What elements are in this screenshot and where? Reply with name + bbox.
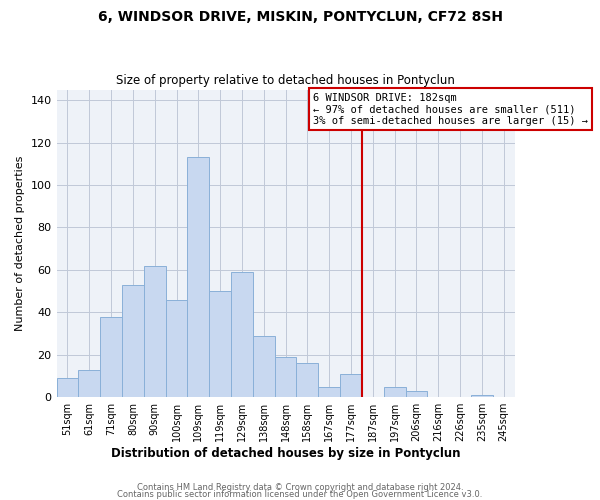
Text: Contains HM Land Registry data © Crown copyright and database right 2024.: Contains HM Land Registry data © Crown c… [137,484,463,492]
Bar [56,378,79,397]
Bar [144,266,166,397]
Bar [187,158,209,397]
Bar [166,300,187,397]
Bar [231,272,253,397]
Bar [318,386,340,397]
Title: Size of property relative to detached houses in Pontyclun: Size of property relative to detached ho… [116,74,455,87]
X-axis label: Distribution of detached houses by size in Pontyclun: Distribution of detached houses by size … [111,447,460,460]
Y-axis label: Number of detached properties: Number of detached properties [15,156,25,331]
Bar [275,357,296,397]
Bar [100,316,122,397]
Bar [209,291,231,397]
Bar [253,336,275,397]
Bar [296,364,318,397]
Text: 6 WINDSOR DRIVE: 182sqm
← 97% of detached houses are smaller (511)
3% of semi-de: 6 WINDSOR DRIVE: 182sqm ← 97% of detache… [313,92,588,126]
Bar [122,285,144,397]
Bar [406,391,427,397]
Bar [79,370,100,397]
Text: Contains public sector information licensed under the Open Government Licence v3: Contains public sector information licen… [118,490,482,499]
Text: 6, WINDSOR DRIVE, MISKIN, PONTYCLUN, CF72 8SH: 6, WINDSOR DRIVE, MISKIN, PONTYCLUN, CF7… [97,10,503,24]
Bar [384,386,406,397]
Bar [340,374,362,397]
Bar [471,395,493,397]
